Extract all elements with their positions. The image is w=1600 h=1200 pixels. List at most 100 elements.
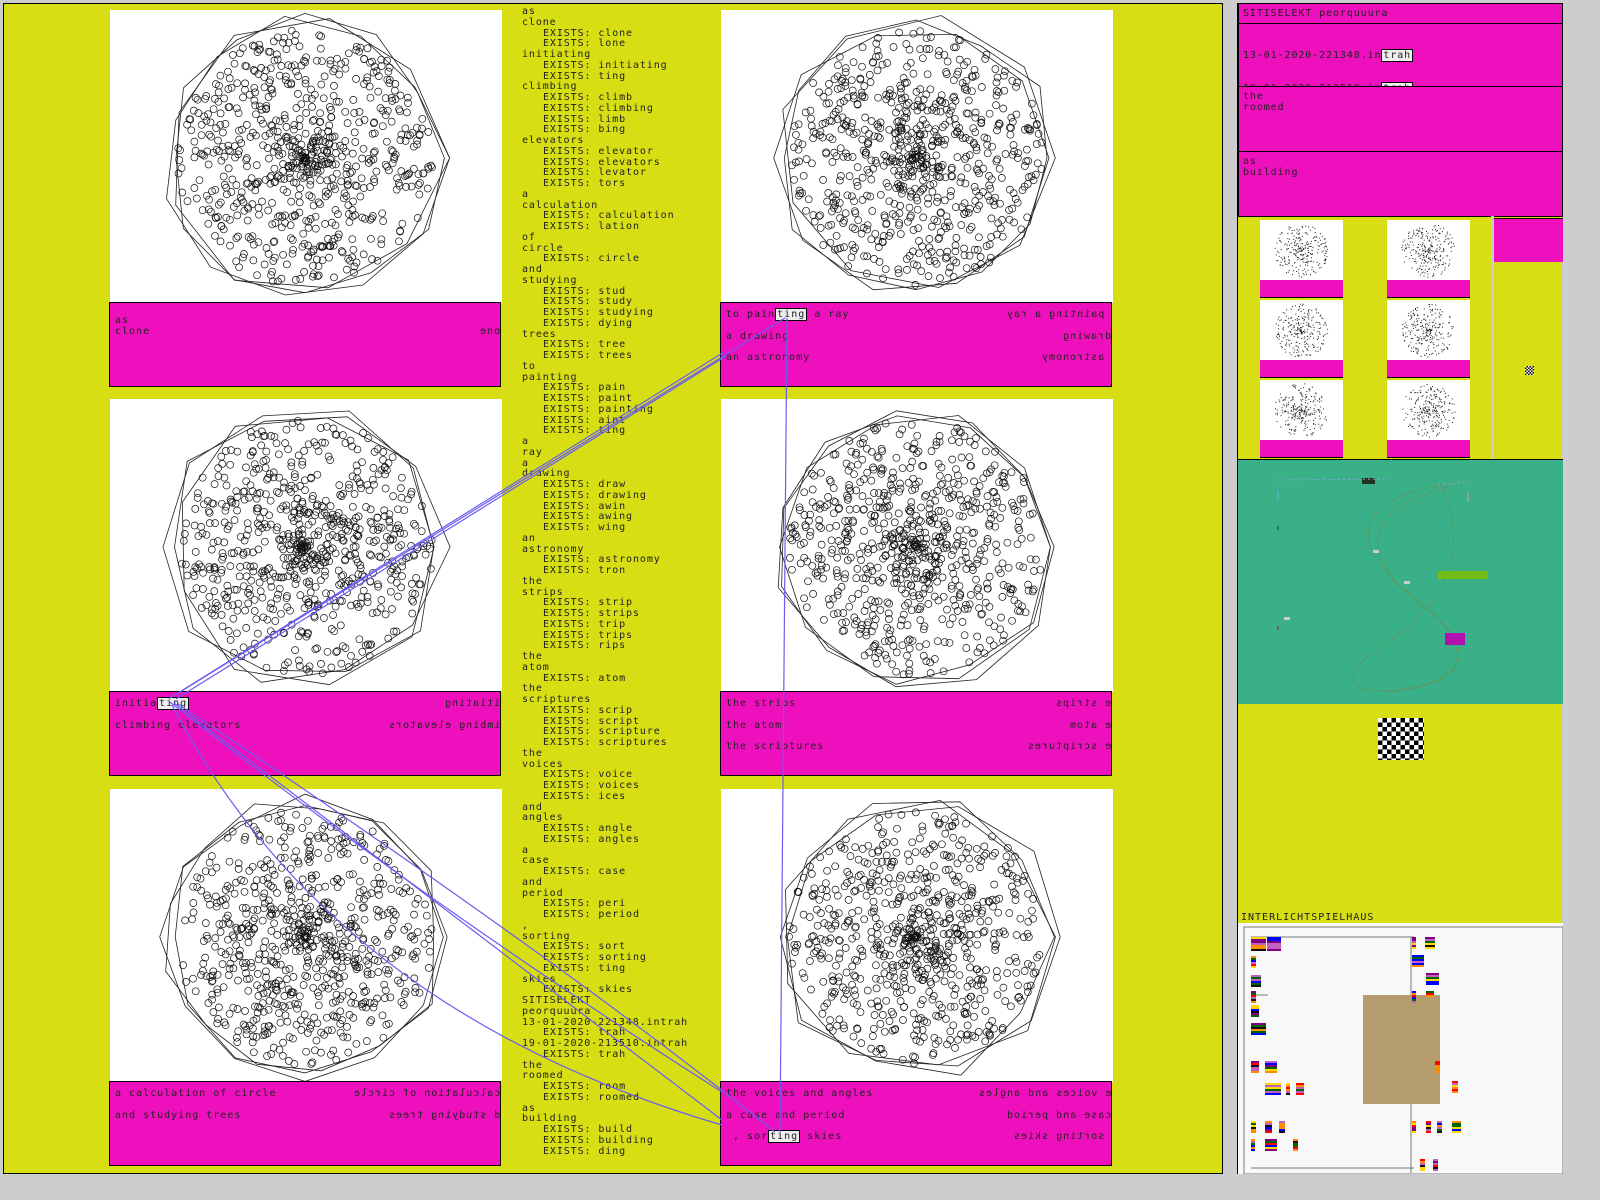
data-point — [792, 130, 800, 139]
caption-panel[interactable]: the voices and angles the voices and angl… — [720, 1081, 1112, 1166]
minimap-scrollbar[interactable] — [1491, 216, 1494, 461]
data-point — [950, 428, 959, 437]
data-point — [363, 44, 372, 53]
data-point — [961, 944, 969, 952]
data-point — [828, 988, 836, 997]
minimap-viewport[interactable] — [1494, 218, 1563, 262]
data-point — [863, 191, 871, 200]
data-point — [258, 916, 267, 925]
caption-highlight[interactable]: ting — [768, 1130, 801, 1143]
caption-panel[interactable]: initiatinginitiatingclimbing elevatorscl… — [109, 691, 501, 776]
data-point — [903, 621, 912, 629]
caption-panel[interactable]: a calculation of circle a calculation of … — [109, 1081, 501, 1166]
exists-entry: EXISTS: tors — [522, 178, 688, 190]
data-point — [251, 889, 260, 897]
data-point — [331, 160, 340, 169]
data-point — [976, 504, 984, 513]
minimap-thumbnail[interactable] — [1387, 300, 1470, 360]
node-green-bar — [1438, 571, 1488, 579]
data-point — [904, 217, 912, 226]
data-point — [853, 1024, 861, 1033]
data-point — [1026, 555, 1035, 564]
data-point — [943, 218, 952, 227]
data-point — [876, 578, 884, 587]
data-point — [317, 155, 325, 164]
room-block — [1412, 997, 1416, 999]
data-point — [850, 986, 859, 995]
exists-value: scrip — [598, 704, 633, 716]
room-block — [1433, 1169, 1438, 1171]
room-block — [1425, 947, 1435, 949]
data-point — [309, 261, 317, 270]
data-point — [876, 190, 885, 199]
caption-highlight[interactable]: ting — [157, 697, 190, 710]
data-point — [205, 592, 214, 601]
data-point — [232, 104, 241, 113]
data-point — [869, 604, 878, 612]
exists-value: scripture — [598, 726, 661, 738]
minimap-thumbnail[interactable] — [1387, 380, 1470, 440]
data-point — [257, 64, 266, 72]
data-point — [337, 247, 346, 255]
data-point — [874, 453, 883, 462]
data-point — [938, 479, 947, 488]
data-point — [295, 122, 304, 130]
data-point — [1024, 889, 1032, 898]
data-point — [883, 857, 892, 866]
data-point — [874, 52, 883, 60]
data-point — [291, 580, 300, 588]
data-point — [791, 158, 800, 167]
data-point — [407, 542, 416, 550]
data-point — [999, 636, 1007, 645]
data-point — [1014, 149, 1022, 157]
data-point — [960, 210, 969, 218]
data-point — [894, 553, 902, 562]
data-point — [895, 922, 904, 931]
data-point — [909, 69, 918, 78]
data-point — [237, 139, 246, 147]
data-point — [256, 587, 265, 596]
minimap-thumbnail[interactable] — [1387, 220, 1470, 280]
data-point — [896, 202, 904, 210]
data-point — [966, 930, 975, 939]
data-point — [896, 997, 905, 1005]
data-point — [851, 955, 859, 964]
caption-panel[interactable]: asascloneclone — [109, 302, 501, 387]
room-block — [1251, 1129, 1256, 1131]
data-point — [311, 582, 320, 591]
data-point — [339, 144, 348, 152]
data-point — [884, 888, 893, 897]
data-point — [980, 842, 989, 851]
orbit-polygon — [175, 18, 451, 289]
data-point — [920, 584, 929, 593]
data-point — [923, 251, 932, 259]
data-point — [825, 80, 833, 88]
data-point — [373, 513, 382, 522]
minimap-thumbnail[interactable] — [1260, 300, 1343, 360]
minimap-thumbnail[interactable] — [1260, 380, 1343, 440]
data-point — [997, 613, 1005, 622]
minimap-thumbnail[interactable] — [1260, 220, 1343, 280]
minimap[interactable] — [1238, 216, 1563, 461]
data-point — [888, 535, 897, 543]
entry-1[interactable]: 13-01-2020-221348.in trah — [1243, 49, 1558, 62]
data-point — [818, 885, 826, 893]
exists-label: EXISTS: — [543, 597, 592, 609]
data-point — [292, 164, 301, 172]
data-point — [922, 34, 931, 43]
caption-highlight[interactable]: ting — [775, 308, 808, 321]
data-point — [244, 986, 253, 995]
room-block — [1452, 1087, 1458, 1089]
data-point — [977, 980, 985, 989]
data-point — [909, 226, 918, 234]
data-point — [220, 181, 229, 189]
data-point — [267, 171, 276, 180]
data-point — [1005, 909, 1014, 917]
data-point — [951, 876, 959, 884]
room-block — [1251, 1067, 1259, 1069]
data-point — [279, 167, 287, 175]
data-point — [945, 897, 954, 906]
data-point — [350, 262, 359, 271]
